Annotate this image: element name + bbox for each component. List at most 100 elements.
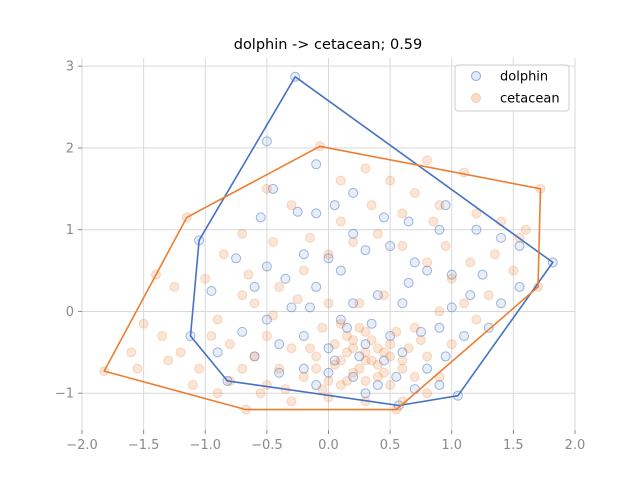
point-cetacean	[459, 298, 470, 309]
point-dolphin	[274, 339, 285, 350]
point-cetacean	[237, 290, 248, 301]
point-cetacean	[385, 380, 396, 391]
point-cetacean	[360, 355, 371, 366]
point-cetacean	[292, 294, 303, 305]
point-cetacean	[341, 347, 352, 358]
point-cetacean	[335, 175, 346, 186]
x-tick-label: 1.0	[441, 438, 462, 453]
point-dolphin	[348, 187, 359, 198]
point-cetacean	[237, 228, 248, 239]
point-dolphin	[212, 347, 223, 358]
x-tick-label: 0.5	[380, 438, 401, 453]
point-cetacean	[434, 200, 445, 211]
legend-box	[454, 64, 570, 112]
point-cetacean	[508, 265, 519, 276]
point-cetacean	[397, 208, 408, 219]
point-cetacean	[354, 363, 365, 374]
x-tick-label: −2.0	[66, 438, 98, 453]
point-cetacean	[341, 330, 352, 341]
point-cetacean	[354, 322, 365, 333]
point-cetacean	[194, 363, 205, 374]
legend-marker-dolphin	[471, 71, 481, 81]
point-dolphin	[446, 269, 457, 280]
point-dolphin	[422, 363, 433, 374]
point-cetacean	[434, 306, 445, 317]
point-cetacean	[335, 380, 346, 391]
x-tick-label: 2.0	[565, 438, 586, 453]
point-cetacean	[385, 351, 396, 362]
point-cetacean	[157, 330, 168, 341]
point-cetacean	[471, 208, 482, 219]
point-dolphin	[231, 253, 242, 264]
point-dolphin	[434, 380, 445, 391]
point-cetacean	[422, 155, 433, 166]
point-cetacean	[305, 343, 316, 354]
point-cetacean	[175, 347, 186, 358]
point-dolphin	[311, 281, 322, 292]
point-cetacean	[323, 249, 334, 260]
point-cetacean	[348, 367, 359, 378]
point-dolphin	[237, 326, 248, 337]
point-cetacean	[286, 200, 297, 211]
point-cetacean	[415, 335, 426, 346]
point-dolphin	[323, 253, 334, 264]
point-dolphin	[286, 302, 297, 313]
point-dolphin	[298, 330, 309, 341]
point-cetacean	[422, 351, 433, 362]
hull-cetacean	[103, 145, 542, 411]
point-cetacean	[243, 269, 254, 280]
point-dolphin	[360, 245, 371, 256]
point-dolphin	[323, 367, 334, 378]
point-cetacean	[335, 216, 346, 227]
point-dolphin	[496, 232, 507, 243]
point-cetacean	[397, 241, 408, 252]
point-cetacean	[274, 363, 285, 374]
point-cetacean	[440, 241, 451, 252]
legend-label-dolphin: dolphin	[500, 70, 548, 85]
point-cetacean	[323, 298, 334, 309]
point-dolphin	[311, 208, 322, 219]
grid	[81, 58, 576, 430]
y-axis: −1 0 1 2 3	[55, 60, 82, 402]
point-dolphin	[249, 281, 260, 292]
x-tick-label: 1.5	[503, 438, 524, 453]
legend-label-cetacean: cetacean	[500, 92, 560, 107]
point-dolphin	[465, 290, 476, 301]
point-dolphin	[446, 302, 457, 313]
point-cetacean	[255, 388, 266, 399]
chart-title: dolphin -> cetacean; 0.59	[234, 37, 423, 53]
point-cetacean	[354, 298, 365, 309]
point-dolphin	[422, 265, 433, 276]
x-tick-label: −1.5	[128, 438, 160, 453]
point-cetacean	[483, 290, 494, 301]
point-dolphin	[378, 212, 389, 223]
point-dolphin	[348, 298, 359, 309]
point-cetacean	[286, 396, 297, 407]
point-cetacean	[348, 343, 359, 354]
point-dolphin	[403, 216, 414, 227]
point-cetacean	[261, 183, 272, 194]
point-cetacean	[446, 339, 457, 350]
point-cetacean	[378, 347, 389, 358]
point-cetacean	[378, 367, 389, 378]
y-tick-label: 0	[66, 305, 74, 320]
point-dolphin	[471, 224, 482, 235]
point-cetacean	[348, 236, 359, 247]
point-cetacean	[138, 318, 149, 329]
point-dolphin	[514, 241, 525, 252]
point-dolphin	[274, 367, 285, 378]
point-dolphin	[348, 228, 359, 239]
x-axis: −2.0 −1.5 −1.0 −0.5 0.0 0.5 1.0 1.5 2.0	[66, 430, 585, 453]
point-cetacean	[372, 371, 383, 382]
point-cetacean	[397, 355, 408, 366]
point-cetacean	[323, 375, 334, 386]
x-tick-label: 0.0	[318, 438, 339, 453]
point-dolphin	[249, 351, 260, 362]
point-cetacean	[372, 228, 383, 239]
point-cetacean	[459, 167, 470, 178]
point-cetacean	[298, 265, 309, 276]
point-cetacean	[169, 281, 180, 292]
point-cetacean	[422, 257, 433, 268]
y-tick-label: −1	[55, 387, 74, 402]
point-cetacean	[409, 371, 420, 382]
